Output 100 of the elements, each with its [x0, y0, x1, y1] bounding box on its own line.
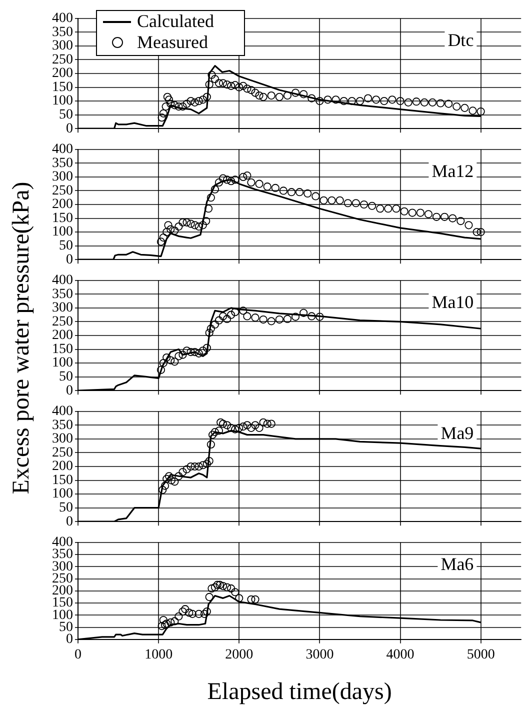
point — [235, 594, 244, 602]
point — [424, 210, 432, 218]
point — [328, 196, 336, 204]
point — [170, 101, 179, 110]
y-tick-label: 200 — [52, 197, 73, 212]
point — [476, 228, 485, 236]
point — [214, 178, 224, 187]
point — [170, 226, 179, 235]
point — [208, 430, 217, 439]
point — [214, 316, 224, 324]
y-tick-label: 300 — [52, 432, 73, 447]
point — [227, 424, 236, 432]
y-tick-label: 50 — [59, 238, 73, 254]
point — [416, 208, 424, 217]
point — [162, 102, 170, 111]
point — [166, 356, 175, 364]
point — [205, 456, 214, 466]
point — [227, 584, 236, 593]
point — [159, 109, 168, 118]
point — [340, 97, 348, 106]
point — [190, 348, 199, 356]
point — [218, 420, 228, 428]
y-tick-label: 100 — [52, 356, 73, 371]
y-tick-label: 400 — [52, 142, 73, 158]
point — [324, 96, 332, 104]
x-tick-label: 3000 — [306, 647, 334, 662]
point — [198, 346, 207, 355]
y-tick-label: 0 — [66, 632, 73, 648]
x-tick-label: 4000 — [386, 647, 414, 662]
point — [205, 80, 214, 89]
point — [287, 188, 296, 196]
annotation: Dtc — [448, 30, 474, 50]
point — [213, 580, 222, 589]
point — [251, 88, 260, 97]
point — [222, 176, 232, 184]
point — [247, 178, 256, 187]
point — [178, 468, 187, 476]
legend-label: Calculated — [137, 11, 214, 32]
point — [216, 580, 224, 589]
point — [420, 98, 428, 106]
point — [158, 622, 166, 630]
point — [296, 188, 304, 196]
point — [210, 185, 220, 194]
point — [267, 420, 276, 428]
point — [263, 182, 272, 191]
point — [275, 315, 284, 324]
point — [162, 228, 171, 236]
point — [198, 221, 207, 230]
point — [178, 350, 187, 359]
point — [160, 620, 170, 629]
point — [210, 428, 220, 436]
y-tick-label: 250 — [52, 183, 73, 198]
point — [300, 90, 308, 98]
point — [208, 584, 216, 593]
point — [227, 177, 236, 186]
y-tick-label: 300 — [52, 38, 73, 54]
point — [440, 212, 449, 221]
point — [214, 79, 224, 88]
point — [194, 610, 203, 618]
point — [205, 592, 214, 602]
point — [320, 196, 328, 204]
y-tick-label: 100 — [52, 94, 73, 109]
point — [178, 218, 187, 226]
point — [222, 583, 232, 592]
point — [308, 94, 316, 102]
y-tick-label: 100 — [52, 486, 73, 502]
point — [408, 208, 416, 217]
point — [231, 176, 240, 184]
point — [204, 204, 213, 213]
point — [208, 70, 216, 79]
point — [243, 172, 252, 180]
point — [182, 218, 191, 226]
point — [174, 472, 183, 480]
point — [200, 610, 209, 618]
point — [283, 91, 292, 100]
point — [235, 83, 244, 92]
point — [247, 86, 256, 94]
point — [316, 312, 324, 321]
point — [218, 582, 228, 590]
point — [202, 344, 211, 352]
point — [364, 94, 372, 102]
point — [210, 320, 220, 329]
point — [456, 216, 465, 226]
point — [206, 194, 215, 202]
y-tick-label: 250 — [52, 314, 73, 330]
point — [251, 595, 260, 604]
point — [222, 421, 232, 430]
point — [348, 97, 356, 106]
point — [166, 618, 175, 626]
point — [247, 595, 256, 604]
point — [166, 225, 175, 234]
point — [300, 308, 308, 317]
point — [231, 425, 240, 434]
point — [304, 189, 312, 198]
point — [194, 349, 203, 358]
point — [166, 100, 175, 108]
y-tick-label: 350 — [52, 418, 73, 433]
point — [214, 426, 224, 435]
legend-label: Measured — [137, 32, 208, 53]
point — [267, 91, 276, 100]
